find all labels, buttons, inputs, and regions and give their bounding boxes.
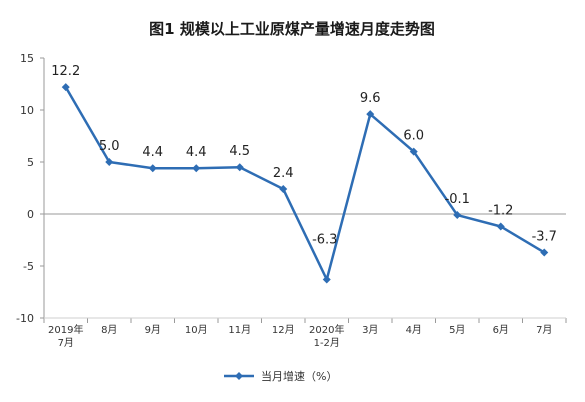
legend-marker-icon — [235, 372, 243, 380]
chart-title: 图1 规模以上工业原煤产量增速月度走势图 — [149, 20, 435, 38]
axes: -10 -5 0 5 10 15 2019年 7月 8月 9月 10月 11月 12月 2020年 1-2月… — [16, 52, 567, 349]
data-point — [366, 110, 375, 119]
data-point — [61, 83, 70, 92]
data-label: 4.4 — [142, 145, 163, 160]
data-point — [540, 248, 549, 257]
y-tick-label: 0 — [27, 208, 34, 221]
data-point — [105, 158, 114, 166]
data-label: 9.6 — [360, 91, 381, 106]
x-tick-label: 4月 — [406, 324, 422, 336]
x-tick-label: 7月 — [536, 324, 552, 336]
data-labels: 12.2 5.0 4.4 4.4 4.5 2.4 -6.3 9.6 6.0 -0.1 -1.2 -3.… — [51, 64, 557, 247]
data-label: -6.3 — [312, 233, 337, 248]
x-tick-label: 5月 — [449, 324, 465, 336]
data-point — [279, 185, 288, 194]
x-tick-label: 10月 — [185, 324, 208, 336]
x-tick-label: 8月 — [101, 324, 117, 336]
y-tick-label: -10 — [16, 312, 34, 325]
series-group — [61, 83, 549, 284]
x-tick-label: 2019年 7月 — [48, 323, 83, 349]
y-tick-label: 5 — [27, 156, 34, 169]
data-label: -0.1 — [445, 192, 470, 207]
x-tick-label: 11月 — [228, 324, 251, 336]
data-point — [453, 211, 462, 220]
y-tick-label: 10 — [20, 104, 34, 117]
data-point — [235, 163, 244, 172]
legend: 当月增速（%） — [224, 369, 337, 383]
data-label: 4.4 — [186, 145, 207, 160]
x-tick-label: 12月 — [272, 324, 295, 336]
data-label: 2.4 — [273, 166, 294, 181]
data-point — [409, 147, 418, 156]
legend-label: 当月增速（%） — [261, 369, 337, 383]
y-tick-label: 15 — [20, 52, 34, 65]
x-tick-label: 2020年 1-2月 — [309, 323, 344, 349]
data-point — [148, 164, 157, 173]
x-tick-label: 6月 — [493, 324, 509, 336]
x-tick-label: 3月 — [362, 324, 378, 336]
data-label: 4.5 — [229, 144, 250, 159]
data-label: -3.7 — [532, 229, 557, 244]
data-label: -1.2 — [488, 203, 513, 218]
data-label: 5.0 — [99, 139, 120, 154]
data-label: 12.2 — [51, 64, 80, 79]
data-point — [496, 222, 505, 231]
series-line — [64, 86, 545, 281]
data-point — [192, 164, 201, 173]
x-tick-label: 9月 — [145, 324, 161, 336]
data-label: 6.0 — [403, 129, 424, 144]
y-tick-label: -5 — [23, 260, 34, 273]
data-point — [322, 275, 331, 284]
